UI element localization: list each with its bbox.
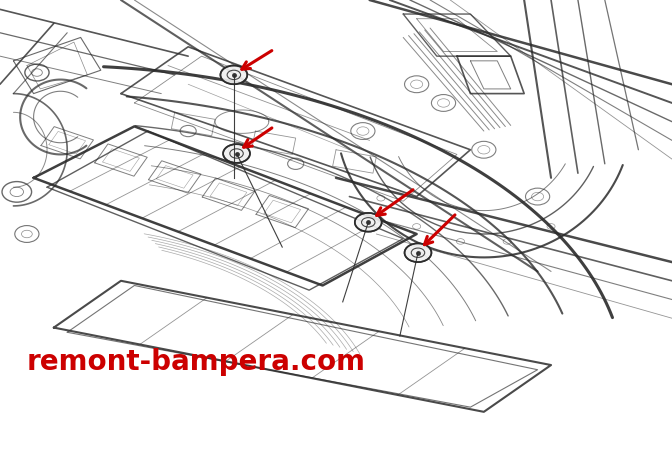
Text: remont-bampera.com: remont-bampera.com: [27, 348, 366, 376]
Circle shape: [405, 243, 431, 262]
Circle shape: [223, 144, 250, 163]
Circle shape: [355, 213, 382, 232]
Circle shape: [220, 66, 247, 84]
